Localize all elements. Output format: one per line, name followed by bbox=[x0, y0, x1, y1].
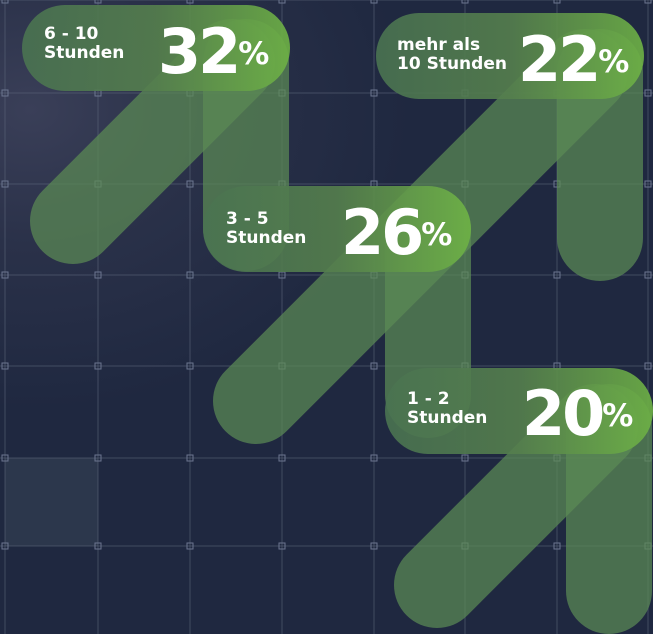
value-20-percent: 20% bbox=[522, 383, 633, 445]
grid-node bbox=[1, 542, 9, 550]
label-line2: Stunden bbox=[44, 43, 125, 63]
grid-node bbox=[186, 362, 194, 370]
grid-node bbox=[1, 362, 9, 370]
grid-node bbox=[644, 271, 652, 279]
grid-node bbox=[1, 89, 9, 97]
label-6-10-stunden: 6 - 10 Stunden bbox=[44, 25, 124, 63]
grid-node bbox=[186, 180, 194, 188]
value-32-percent: 32% bbox=[158, 21, 269, 83]
label-line1: mehr als bbox=[397, 35, 481, 55]
value-number: 22 bbox=[518, 23, 601, 96]
grid-node bbox=[461, 0, 469, 4]
label-line1: 1 - 2 bbox=[407, 389, 450, 409]
value-22-percent: 22% bbox=[518, 29, 629, 91]
grid-node bbox=[186, 0, 194, 4]
grid-node bbox=[370, 454, 378, 462]
grid-node bbox=[644, 362, 652, 370]
label-line1: 6 - 10 bbox=[44, 24, 99, 44]
label-line2: Stunden bbox=[226, 228, 307, 248]
percent-sign: % bbox=[238, 36, 270, 72]
grid-node bbox=[94, 0, 102, 4]
grid-node bbox=[553, 542, 561, 550]
value-number: 26 bbox=[341, 196, 424, 269]
grid-node bbox=[1, 271, 9, 279]
label-line1: 3 - 5 bbox=[226, 209, 269, 229]
value-number: 32 bbox=[158, 15, 241, 88]
grid-node bbox=[553, 271, 561, 279]
grid-node bbox=[278, 454, 286, 462]
grid-cell-highlight bbox=[5, 458, 98, 546]
grid-node bbox=[94, 454, 102, 462]
grid-node bbox=[1, 454, 9, 462]
pill-1-2-stunden bbox=[385, 368, 653, 454]
grid-node bbox=[186, 454, 194, 462]
label-mehr-als-10-stunden: mehr als 10 Stunden bbox=[397, 36, 507, 74]
grid-node bbox=[370, 362, 378, 370]
grid-node bbox=[278, 542, 286, 550]
label-line2: 10 Stunden bbox=[397, 54, 507, 74]
grid-node bbox=[644, 180, 652, 188]
grid-node bbox=[94, 542, 102, 550]
grid-node bbox=[186, 271, 194, 279]
value-26-percent: 26% bbox=[341, 202, 452, 264]
grid-node bbox=[370, 89, 378, 97]
grid-node bbox=[1, 0, 9, 4]
grid-node bbox=[1, 180, 9, 188]
grid-node bbox=[644, 0, 652, 4]
grid-node bbox=[94, 362, 102, 370]
label-line2: Stunden bbox=[407, 408, 488, 428]
grid-node bbox=[553, 0, 561, 4]
grid-node bbox=[370, 0, 378, 4]
grid-node bbox=[461, 454, 469, 462]
pill-mehr-als-10-stunden bbox=[376, 13, 644, 99]
grid-node bbox=[186, 542, 194, 550]
label-1-2-stunden: 1 - 2 Stunden bbox=[407, 390, 487, 428]
grid-node bbox=[644, 89, 652, 97]
percent-sign: % bbox=[421, 217, 453, 253]
label-3-5-stunden: 3 - 5 Stunden bbox=[226, 210, 306, 248]
pill-6-10-stunden bbox=[22, 5, 290, 91]
percent-sign: % bbox=[598, 44, 630, 80]
value-number: 20 bbox=[522, 377, 605, 450]
percent-sign: % bbox=[602, 398, 634, 434]
grid-node bbox=[278, 0, 286, 4]
grid-node bbox=[370, 542, 378, 550]
grid-node bbox=[94, 271, 102, 279]
pill-3-5-stunden bbox=[203, 186, 471, 272]
